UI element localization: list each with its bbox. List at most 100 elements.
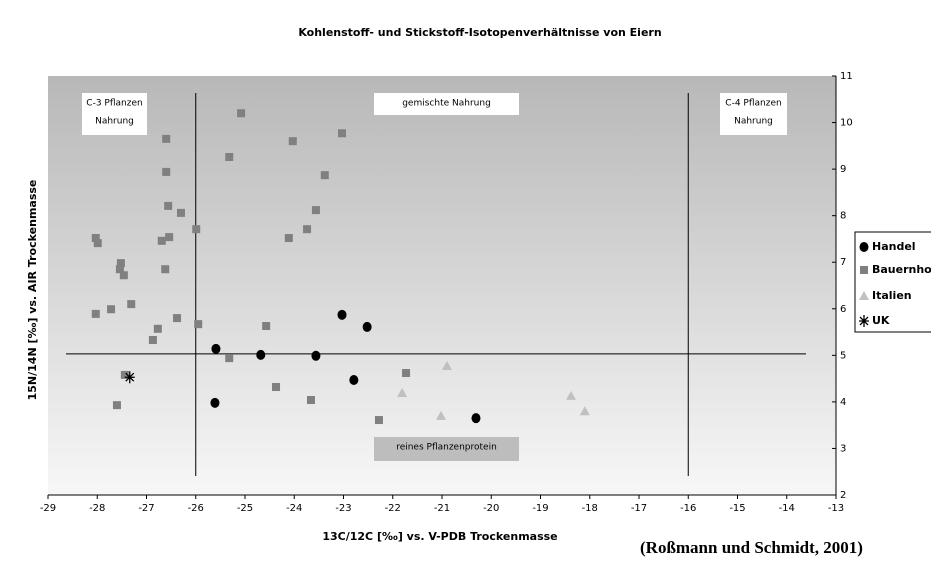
point <box>272 382 281 391</box>
x-tick-label: -24 <box>286 503 302 514</box>
point <box>176 208 185 217</box>
y-tick-label: 8 <box>840 211 846 222</box>
point <box>148 335 157 344</box>
point <box>91 309 100 318</box>
point <box>303 225 312 234</box>
point <box>124 371 135 384</box>
legend-label: Italien <box>872 289 912 302</box>
point <box>362 321 372 332</box>
point <box>153 324 162 333</box>
point <box>349 375 359 386</box>
point <box>284 234 293 243</box>
x-tick-label: -14 <box>779 503 795 514</box>
point <box>157 236 166 245</box>
point <box>194 320 203 329</box>
point <box>579 406 590 416</box>
point <box>402 369 411 378</box>
x-tick-label: -17 <box>631 503 647 514</box>
annotation-box <box>720 93 787 135</box>
point <box>374 416 383 425</box>
point <box>115 265 124 274</box>
y-tick-label: 10 <box>840 118 853 129</box>
y-tick-label: 9 <box>840 164 846 175</box>
point <box>338 129 347 138</box>
point <box>107 305 116 314</box>
x-tick-label: -13 <box>828 503 844 514</box>
point <box>211 343 221 354</box>
x-tick-label: -19 <box>532 503 548 514</box>
annotation-box <box>374 93 519 115</box>
point <box>165 233 174 242</box>
x-tick-label: -15 <box>729 503 745 514</box>
y-tick-label: 5 <box>840 350 846 361</box>
legend-marker <box>859 291 869 300</box>
point <box>311 350 321 361</box>
point <box>288 137 297 146</box>
legend-marker <box>859 315 869 327</box>
annotation-text: C-4 Pflanzen <box>725 99 781 109</box>
annotation-box <box>374 437 519 461</box>
legend-label: Handel <box>872 240 916 253</box>
y-tick-label: 6 <box>840 304 846 315</box>
legend-label: Bauernhof <box>872 263 931 276</box>
point <box>337 309 347 320</box>
point <box>93 239 102 248</box>
x-tick-label: -22 <box>385 503 401 514</box>
point <box>237 109 246 118</box>
point <box>120 370 129 379</box>
x-tick-label: -26 <box>188 503 204 514</box>
legend-label: UK <box>872 314 890 327</box>
point <box>436 410 447 420</box>
y-tick-label: 3 <box>840 443 846 454</box>
x-tick-label: -29 <box>40 503 56 514</box>
plot-area <box>48 76 836 495</box>
x-axis-label: 13C/12C [‰] vs. V-PDB Trockenmasse <box>322 530 557 543</box>
point <box>306 396 315 405</box>
point <box>173 314 182 323</box>
point <box>127 300 136 309</box>
y-axis-label: 15N/14N [‰] vs. AIR Trockenmasse <box>26 180 39 401</box>
y-tick-label: 11 <box>840 71 853 82</box>
annotation-text: Nahrung <box>95 117 134 127</box>
x-tick-label: -25 <box>237 503 253 514</box>
source: (Roßmann und Schmidt, 2001) <box>640 538 863 557</box>
point <box>162 134 171 143</box>
point <box>225 354 234 363</box>
legend-marker <box>860 266 868 274</box>
legend-marker <box>859 242 869 252</box>
y-tick-label: 7 <box>840 257 846 268</box>
annotation-text: reines Pflanzenprotein <box>396 443 497 453</box>
point <box>164 201 173 210</box>
x-tick-label: -16 <box>680 503 696 514</box>
point <box>225 153 234 162</box>
point <box>162 167 171 176</box>
y-tick-label: 4 <box>840 397 846 408</box>
point <box>256 349 266 360</box>
point <box>210 397 220 408</box>
annotation-text: Nahrung <box>734 117 773 127</box>
point <box>192 225 201 234</box>
annotation-text: C-3 Pflanzen <box>86 99 142 109</box>
point <box>91 234 100 243</box>
point <box>397 388 408 398</box>
point <box>320 171 329 180</box>
x-tick-label: -21 <box>434 503 450 514</box>
point <box>311 206 320 215</box>
annotation-text: gemischte Nahrung <box>402 99 491 109</box>
point <box>116 259 125 268</box>
point <box>112 401 121 410</box>
x-tick-label: -28 <box>89 503 105 514</box>
point <box>566 390 577 400</box>
x-tick-label: -23 <box>335 503 351 514</box>
point <box>471 413 481 424</box>
point <box>161 265 170 274</box>
x-tick-label: -18 <box>582 503 598 514</box>
point <box>119 271 128 280</box>
point <box>441 361 452 371</box>
point <box>262 322 271 331</box>
x-tick-label: -20 <box>483 503 499 514</box>
chart-title: Kohlenstoff- und Stickstoff-Isotopenverh… <box>298 26 661 39</box>
annotation-box <box>82 93 147 135</box>
y-tick-label: 2 <box>840 490 846 501</box>
